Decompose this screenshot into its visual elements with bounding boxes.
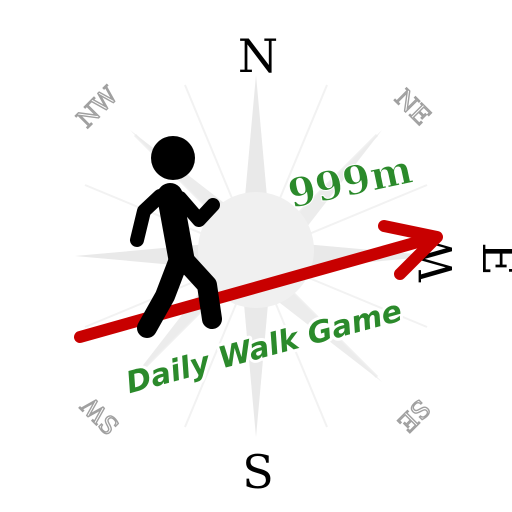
direction-arrow-icon <box>74 220 443 343</box>
walking-person-icon <box>130 136 222 338</box>
compass-southwest-label: SW <box>76 391 125 440</box>
compass-northeast-label: NE <box>389 84 436 131</box>
compass-north-label: N <box>238 29 278 83</box>
compass-southeast-label: SE <box>392 394 436 438</box>
compass-east-label: E <box>472 242 512 276</box>
compass-south-label: S <box>242 445 274 499</box>
compass-northwest-label: NW <box>71 81 123 133</box>
distance-value: 999m <box>284 146 417 218</box>
